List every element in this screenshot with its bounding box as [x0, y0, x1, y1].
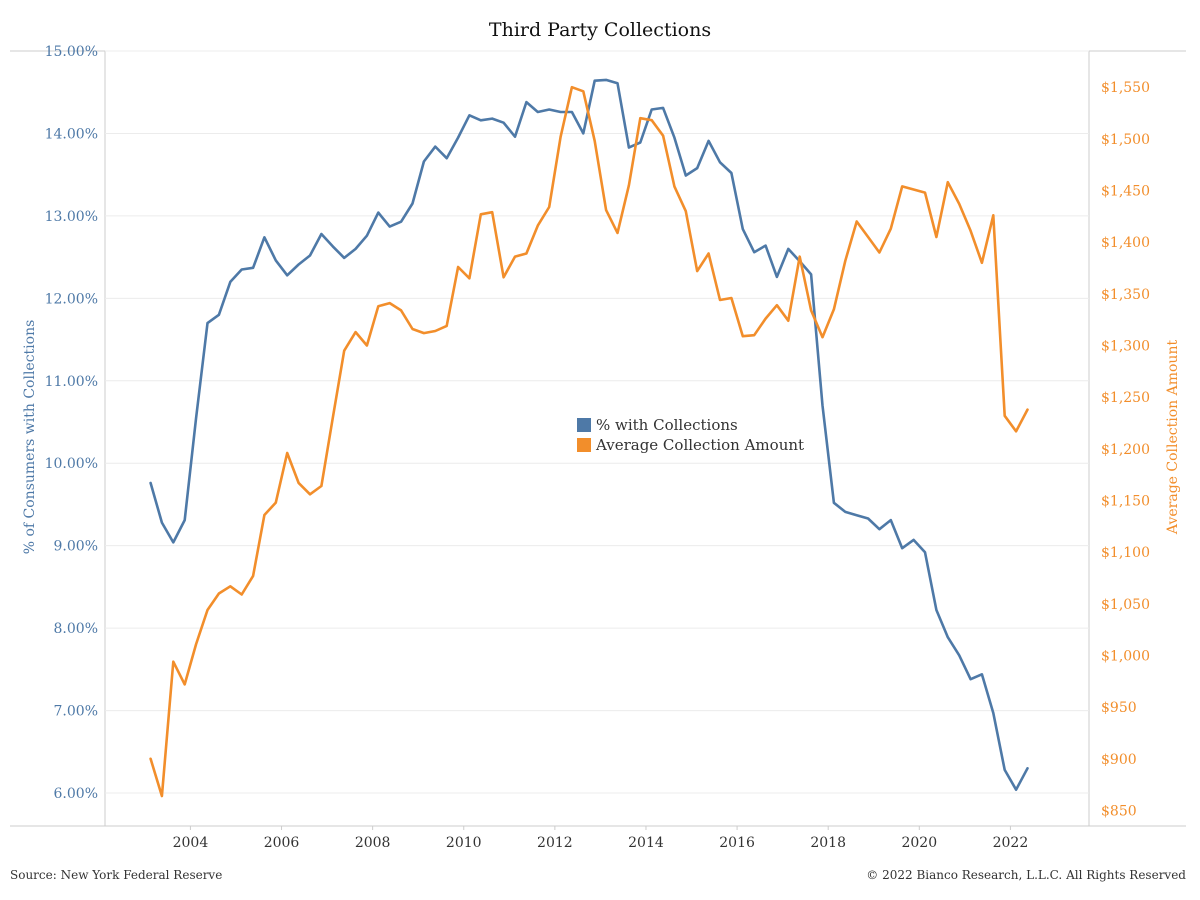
source-note: Source: New York Federal Reserve [10, 868, 223, 882]
left-tick-label: 7.00% [54, 704, 98, 720]
legend-label-pct: % with Collections [596, 416, 738, 434]
right-tick-label: $1,550 [1101, 80, 1150, 96]
right-tick-label: $950 [1101, 700, 1137, 716]
x-tick-label: 2016 [719, 835, 755, 851]
left-axis-ticks: 6.00% 7.00% 8.00% 9.00% 10.00% 11.00% 12.00% 13… [45, 44, 98, 802]
series-line-average-collection-amount [149, 85, 1029, 798]
right-tick-label: $1,200 [1101, 442, 1150, 458]
legend-label-amount: Average Collection Amount [595, 436, 804, 454]
gridlines [105, 50, 1089, 794]
right-tick-label: $900 [1101, 752, 1137, 768]
right-tick-label: $1,250 [1101, 390, 1150, 406]
x-tick-label: 2020 [901, 835, 937, 851]
left-tick-label: 11.00% [45, 374, 98, 390]
x-tick-label: 2014 [628, 835, 664, 851]
series-line-pct-with-collections [149, 78, 1029, 792]
right-tick-label: $1,300 [1101, 339, 1150, 355]
right-tick-label: $1,150 [1101, 494, 1150, 510]
legend-swatch-amount [577, 438, 591, 452]
left-axis-label: % of Consumers with Collections [22, 320, 38, 555]
series-lines [149, 78, 1029, 798]
right-axis-label: Average Collection Amount [1165, 340, 1181, 536]
right-tick-label: $1,500 [1101, 132, 1150, 148]
left-tick-label: 13.00% [45, 209, 98, 225]
x-tick-label: 2010 [446, 835, 482, 851]
chart-title: Third Party Collections [489, 19, 711, 41]
right-tick-label: $1,400 [1101, 235, 1150, 251]
x-tick-label: 2012 [537, 835, 573, 851]
right-tick-label: $850 [1101, 804, 1137, 820]
left-tick-label: 10.00% [45, 456, 98, 472]
x-tick-label: 2022 [993, 835, 1029, 851]
left-tick-label: 6.00% [54, 786, 98, 802]
x-tick-label: 2018 [810, 835, 846, 851]
x-tick-label: 2006 [264, 835, 300, 851]
x-tick-label: 2004 [173, 835, 209, 851]
left-tick-label: 12.00% [45, 291, 98, 307]
x-tick-label: 2008 [355, 835, 391, 851]
left-tick-label: 14.00% [45, 126, 98, 142]
left-tick-label: 15.00% [45, 44, 98, 60]
right-tick-label: $1,050 [1101, 597, 1150, 613]
left-tick-label: 9.00% [54, 539, 98, 555]
right-tick-label: $1,450 [1101, 184, 1150, 200]
right-axis-ticks: $850 $900 $950 $1,000 $1,050 $1,100 $1,150 $1,2… [1101, 80, 1150, 819]
copyright-note: © 2022 Bianco Research, L.L.C. All Right… [866, 868, 1186, 882]
right-tick-label: $1,000 [1101, 649, 1150, 665]
right-tick-label: $1,350 [1101, 287, 1150, 303]
x-axis-ticks: 2004 2006 2008 2010 2012 2014 2016 2018 2020 2022 [173, 826, 1029, 851]
legend: % with Collections Average Collection Am… [577, 416, 804, 454]
legend-swatch-pct [577, 418, 591, 432]
left-tick-label: 8.00% [54, 621, 98, 637]
right-tick-label: $1,100 [1101, 545, 1150, 561]
